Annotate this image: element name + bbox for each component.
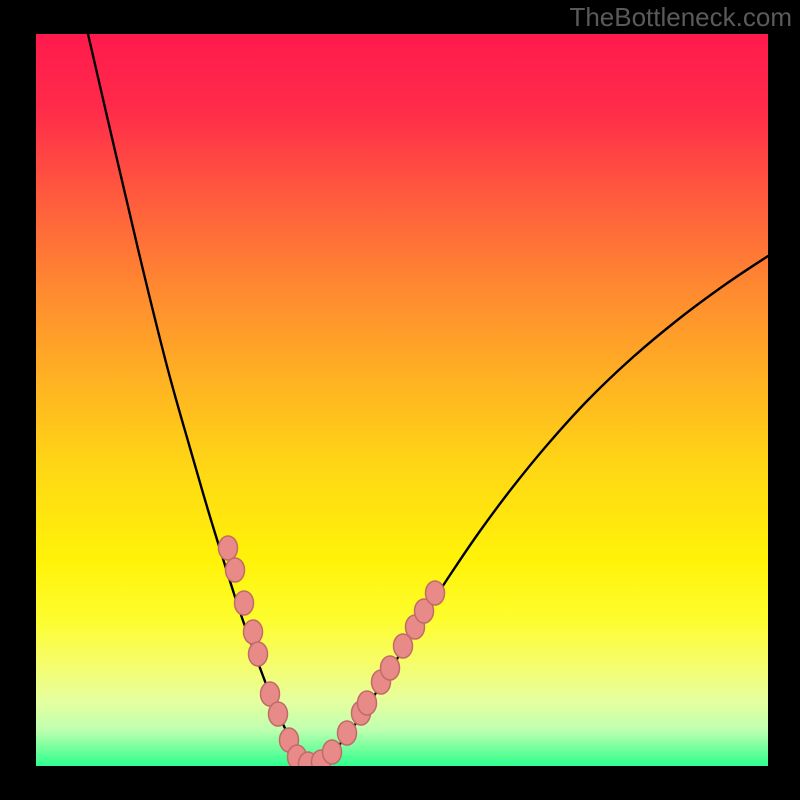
data-marker [426,581,445,605]
data-marker [249,642,268,666]
data-marker [358,691,377,715]
watermark-text: TheBottleneck.com [569,2,792,33]
data-marker [323,740,342,764]
data-marker [244,620,263,644]
data-marker [269,702,288,726]
data-marker [338,721,357,745]
chart-canvas: { "watermark": { "text": "TheBottleneck.… [0,0,800,800]
data-marker [226,558,245,582]
data-marker [219,536,238,560]
data-marker [381,656,400,680]
bottleneck-chart [0,0,800,800]
data-marker [235,591,254,615]
